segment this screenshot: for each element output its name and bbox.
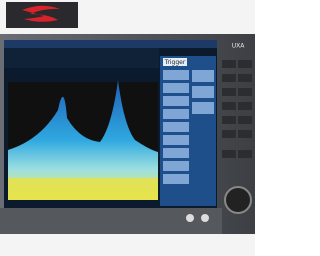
- menu-title: Trigger: [164, 59, 186, 66]
- brand-label: UXA: [232, 43, 246, 50]
- meas-bar: [4, 48, 159, 68]
- port: [201, 214, 209, 222]
- port: [186, 214, 194, 222]
- bottom-margin: [0, 234, 255, 256]
- spectrum-floor: [8, 178, 158, 200]
- knob: [225, 187, 251, 213]
- screen-header: [4, 40, 217, 48]
- photo: Trigger UXA: [0, 0, 255, 256]
